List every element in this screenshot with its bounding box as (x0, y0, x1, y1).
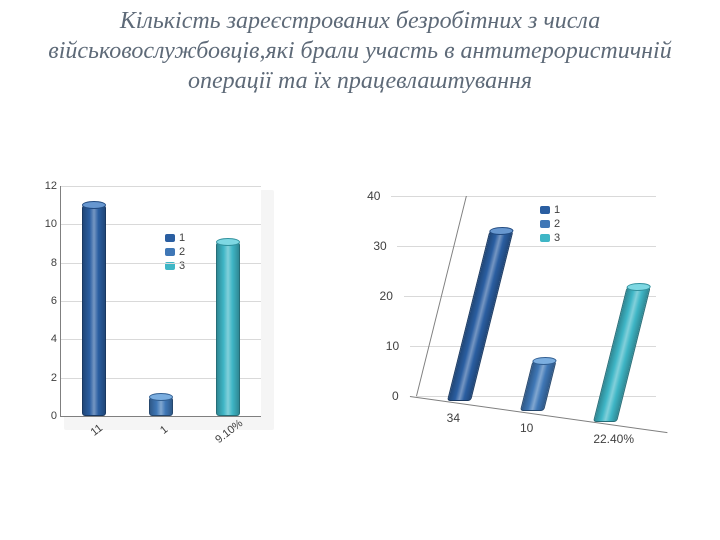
slide: { "title": "Кількість зареєстрованих без… (0, 6, 720, 540)
ytick-label: 30 (373, 239, 390, 253)
bar (447, 231, 513, 401)
legend-label: 1 (554, 204, 560, 216)
chart-right: 1 2 3 0 10 20 30 40 34 10 22.40% (360, 176, 700, 516)
ytick-label: 10 (386, 339, 403, 353)
legend-swatch (540, 234, 550, 242)
chart-right-legend: 1 2 3 (540, 204, 560, 246)
legend-swatch (540, 220, 550, 228)
bar (149, 397, 173, 416)
legend-item: 3 (540, 232, 560, 244)
ytick-label: 10 (45, 218, 61, 230)
bar (216, 242, 240, 416)
gridline (397, 246, 656, 247)
chart-right-plot: 123 010203040341022.40% (416, 196, 636, 396)
chart-left-plot: 123 0246810121119.10% (60, 186, 261, 417)
legend-item: 2 (540, 218, 560, 230)
ytick-label: 20 (380, 289, 397, 303)
bar (520, 361, 556, 411)
legend-item: 2 (165, 246, 185, 258)
ytick-label: 4 (51, 333, 61, 345)
ytick-label: 0 (51, 410, 61, 422)
legend-label: 1 (179, 232, 185, 244)
ytick-label: 40 (367, 189, 384, 203)
legend-swatch (165, 234, 175, 242)
ytick-label: 2 (51, 372, 61, 384)
chart-left: 123 0246810121119.10% (20, 176, 320, 516)
page-title: Кількість зареєстрованих безробітних з ч… (20, 6, 700, 96)
xtick-label: 10 (520, 421, 533, 435)
xtick-label: 34 (447, 411, 460, 425)
gridline (61, 186, 261, 187)
legend-swatch (540, 206, 550, 214)
ytick-label: 12 (45, 180, 61, 192)
legend-label: 2 (179, 246, 185, 258)
legend-label: 3 (554, 232, 560, 244)
legend-swatch (165, 248, 175, 256)
legend-item: 1 (540, 204, 560, 216)
ytick-label: 0 (392, 389, 403, 403)
xtick-label: 22.40% (593, 432, 634, 446)
charts-row: 123 0246810121119.10% 123 01020304034102… (0, 176, 720, 536)
bar (593, 287, 651, 422)
legend-label: 2 (554, 218, 560, 230)
bar (82, 205, 106, 416)
legend-item: 1 (165, 232, 185, 244)
gridline (391, 196, 656, 197)
ytick-label: 6 (51, 295, 61, 307)
ytick-label: 8 (51, 257, 61, 269)
chart-left-legend: 123 (165, 232, 185, 274)
